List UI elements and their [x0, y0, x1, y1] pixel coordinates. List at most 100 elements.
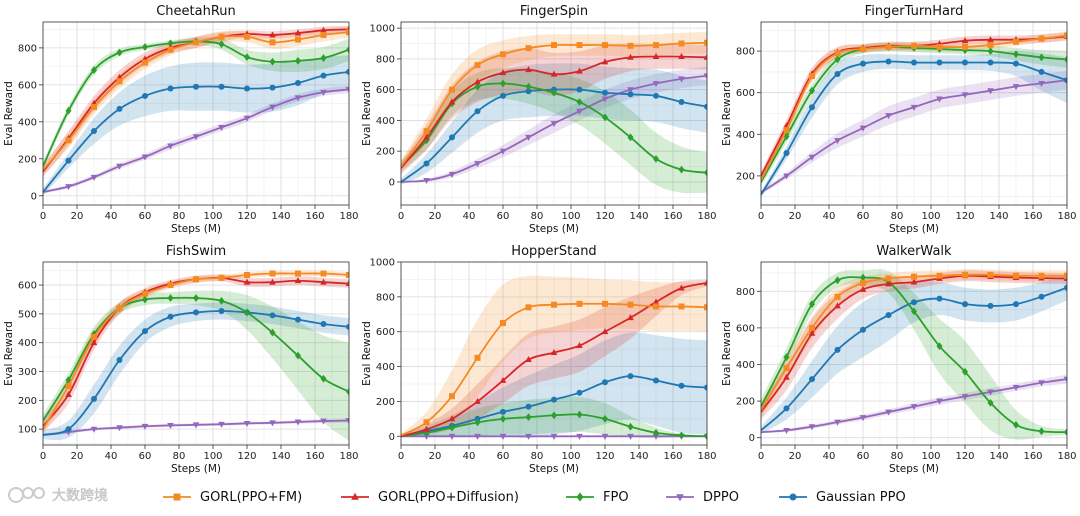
point-dppo: [345, 418, 349, 425]
point-fpo: [860, 273, 866, 282]
point-gorl-ppo-fm: [653, 42, 659, 49]
x-tick-label: 20: [789, 211, 802, 222]
point-gorl-ppo-diffusion: [448, 98, 456, 105]
point-gorl-ppo-fm: [269, 39, 276, 46]
point-gorl-ppo-fm: [142, 59, 148, 66]
point-gorl-ppo-fm: [1064, 272, 1067, 279]
point-gaussian-ppo: [678, 98, 685, 105]
point-dppo: [601, 96, 609, 103]
band-fpo: [761, 269, 1067, 440]
y-tick-label: 800: [376, 54, 395, 65]
point-gorl-ppo-fm: [783, 127, 790, 134]
point-gorl-ppo-fm: [193, 276, 199, 283]
point-dppo: [167, 423, 174, 430]
panel-cheetahrun: 0 20 40 60 80 100 120 140 160 180 0 200 400 600 800 Che…: [3, 4, 359, 235]
x-tick-label: 80: [173, 451, 186, 462]
point-dppo: [448, 171, 456, 178]
point-gorl-ppo-fm: [320, 31, 327, 38]
point-gorl-ppo-fm: [1064, 32, 1067, 39]
x-tick-label: 140: [989, 211, 1008, 222]
y-tick-label: 500: [18, 309, 37, 320]
point-fpo: [295, 56, 301, 65]
point-gorl-ppo-fm: [65, 382, 72, 389]
point-gaussian-ppo: [295, 316, 301, 323]
point-gorl-ppo-diffusion: [601, 58, 609, 65]
point-gorl-ppo-fm: [602, 300, 608, 307]
x-axis-label: Steps (M): [889, 463, 939, 475]
legend-item-gaussian-ppo: Gaussian PPO: [778, 482, 906, 512]
y-tick-label: 200: [736, 171, 755, 182]
point-gaussian-ppo: [1038, 68, 1045, 75]
point-gorl-ppo-diffusion: [499, 376, 507, 383]
x-tick-label: 140: [271, 451, 290, 462]
x-tick-label: 180: [1057, 211, 1076, 222]
x-tick-label: 20: [429, 211, 442, 222]
point-dppo: [269, 420, 276, 427]
point-dppo: [320, 418, 327, 425]
point-fpo: [295, 351, 301, 360]
point-gaussian-ppo: [783, 405, 790, 412]
point-gorl-ppo-fm: [142, 290, 148, 297]
point-dppo: [808, 424, 816, 431]
y-tick-label: 100: [18, 425, 37, 436]
point-gorl-ppo-diffusion: [320, 278, 327, 285]
point-gaussian-ppo: [809, 376, 815, 383]
point-dppo: [167, 143, 174, 150]
legend-item-dppo: DPPO: [665, 482, 739, 512]
point-gorl-ppo-diffusion: [294, 29, 302, 36]
point-gorl-ppo-fm: [911, 273, 917, 280]
x-tick-label: 60: [497, 211, 510, 222]
point-gorl-ppo-diffusion: [652, 53, 660, 60]
point-gaussian-ppo: [627, 91, 634, 98]
band-gorl-ppo-diffusion: [43, 274, 349, 433]
point-gorl-ppo-diffusion: [320, 26, 327, 33]
y-axis-label: Eval Reward: [361, 321, 373, 386]
point-dppo: [936, 96, 943, 103]
point-fpo: [320, 54, 327, 62]
panel-title: HopperStand: [511, 244, 596, 259]
y-tick-label: 600: [18, 281, 37, 292]
point-gorl-ppo-diffusion: [678, 284, 685, 291]
point-gaussian-ppo: [244, 85, 250, 92]
point-dppo: [576, 108, 583, 115]
x-tick-label: 120: [955, 451, 974, 462]
point-fpo: [193, 294, 199, 302]
axes-frame: [760, 261, 1068, 446]
x-tick-label: 60: [139, 451, 152, 462]
point-gaussian-ppo: [142, 328, 148, 335]
y-tick-label: 600: [376, 327, 395, 338]
x-tick-label: 100: [561, 451, 580, 462]
point-gorl-ppo-diffusion: [576, 67, 583, 74]
point-dppo: [885, 409, 892, 416]
point-fpo: [911, 307, 917, 316]
point-gorl-ppo-diffusion: [576, 342, 583, 349]
point-gorl-ppo-fm: [525, 304, 532, 311]
point-gorl-ppo-fm: [704, 304, 707, 311]
point-gorl-ppo-fm: [885, 275, 892, 282]
band-fpo: [401, 68, 707, 194]
y-tick-label: 200: [376, 397, 395, 408]
point-gaussian-ppo: [627, 373, 634, 380]
point-gaussian-ppo: [269, 84, 276, 91]
band-dppo: [761, 374, 1067, 434]
point-gaussian-ppo: [834, 70, 841, 77]
band-gaussian-ppo: [761, 51, 1067, 198]
point-gaussian-ppo: [193, 83, 199, 90]
point-gorl-ppo-fm: [834, 50, 841, 57]
band-gaussian-ppo: [43, 302, 349, 441]
point-fpo: [525, 82, 532, 91]
point-gorl-ppo-fm: [809, 324, 815, 331]
legend: GORL(PPO+FM) GORL(PPO+Diffusion) FPO DPPO Ga…: [0, 482, 1080, 512]
point-dppo: [1038, 380, 1045, 387]
point-fpo: [500, 79, 506, 88]
x-tick-label: 20: [71, 451, 84, 462]
point-fpo: [244, 53, 250, 62]
x-axis-label: Steps (M): [529, 463, 579, 475]
point-gaussian-ppo: [295, 80, 301, 86]
point-dppo: [834, 138, 841, 145]
watermark: 大数跨境: [8, 484, 108, 506]
point-gaussian-ppo: [1013, 60, 1019, 67]
point-gaussian-ppo: [525, 403, 532, 410]
point-gorl-ppo-diffusion: [859, 285, 867, 292]
point-gorl-ppo-diffusion: [550, 349, 558, 356]
